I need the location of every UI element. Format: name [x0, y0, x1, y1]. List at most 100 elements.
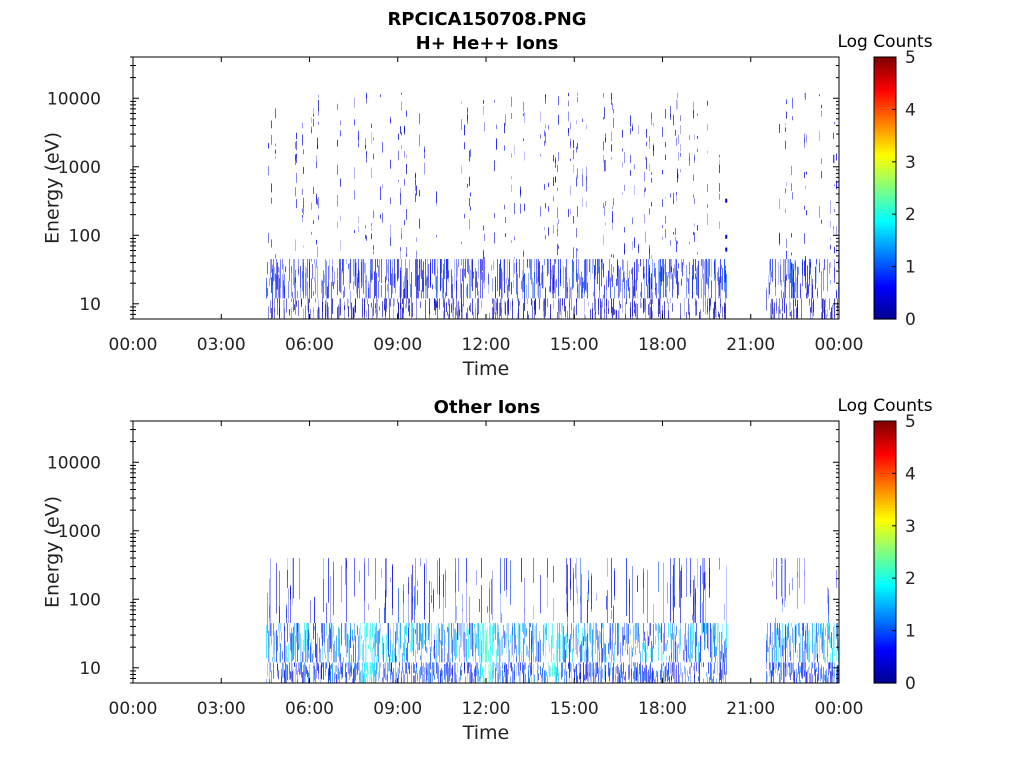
colorbar-swatch — [874, 127, 896, 131]
spectrogram-streak — [626, 298, 627, 305]
spectrogram-streak — [804, 570, 805, 577]
spectrogram-streak — [390, 629, 391, 655]
spectrogram-streak — [817, 632, 818, 663]
spectrogram-streak — [359, 271, 360, 299]
spectrogram-streak — [387, 675, 388, 682]
spectrogram-streak — [797, 274, 798, 285]
spectrogram-streak — [666, 643, 667, 651]
spectrogram-streak — [699, 662, 700, 683]
colorbar-swatch — [874, 303, 896, 307]
spectrogram-streak — [314, 603, 315, 624]
spectrogram-streak — [536, 259, 537, 284]
spectrogram-streak — [676, 626, 677, 636]
spectrogram-streak — [326, 662, 327, 669]
spectrogram-streak — [280, 259, 281, 288]
spectrogram-streak — [398, 673, 399, 683]
spectrogram-streak — [569, 641, 570, 657]
spectrogram-streak — [470, 192, 471, 197]
spectrogram-streak — [626, 623, 627, 644]
spectrogram-streak — [549, 665, 550, 678]
spectrogram-streak — [400, 270, 401, 299]
spectrogram-streak — [834, 208, 835, 213]
spectrogram-streak — [453, 623, 454, 652]
spectrogram-streak — [571, 298, 572, 311]
spectrogram-streak — [825, 627, 826, 637]
spectrogram-streak — [404, 220, 405, 226]
spectrogram-streak — [670, 106, 671, 118]
spectrogram-streak — [534, 625, 535, 640]
spectrogram-streak — [545, 203, 546, 209]
spectrogram-streak — [465, 632, 466, 658]
colorbar-swatch — [874, 473, 896, 477]
spectrogram-streak — [409, 260, 410, 269]
spectrogram-streak — [616, 665, 617, 674]
spectrogram-streak — [455, 629, 456, 661]
spectrogram-streak — [808, 667, 809, 673]
spectrogram-streak — [649, 623, 650, 639]
spectrogram-streak — [788, 259, 789, 280]
spectrogram-streak — [444, 664, 445, 680]
spectrogram-streak — [539, 298, 540, 310]
spectrogram-streak — [560, 298, 561, 312]
spectrogram-streak — [655, 676, 656, 683]
spectrogram-streak — [578, 623, 579, 634]
spectrogram-streak — [633, 671, 634, 680]
spectrogram-streak — [420, 301, 421, 309]
spectrogram-streak — [541, 675, 542, 682]
spectrogram-streak — [321, 279, 322, 287]
spectrogram-streak — [312, 653, 313, 663]
spectrogram-streak — [484, 678, 485, 683]
spectrogram-streak — [311, 117, 312, 124]
spectrogram-streak — [508, 277, 509, 299]
spectrogram-streak — [624, 227, 625, 233]
spectrogram-streak — [810, 307, 811, 319]
x-tick-label: 12:00 — [462, 335, 511, 355]
spectrogram-streak — [815, 626, 816, 647]
spectrogram-streak — [678, 643, 679, 649]
spectrogram-streak — [601, 259, 602, 287]
spectrogram-streak — [785, 559, 786, 602]
spectrogram-streak — [345, 663, 346, 678]
colorbar-swatch — [874, 313, 896, 317]
spectrogram-streak — [652, 667, 653, 683]
spectrogram-streak — [422, 623, 423, 649]
spectrogram-streak — [408, 582, 409, 624]
spectrogram-streak — [456, 632, 457, 659]
colorbar-swatch — [874, 311, 896, 315]
spectrogram-streak — [456, 259, 457, 291]
spectrogram-streak — [665, 215, 666, 224]
spectrogram-streak — [340, 120, 341, 126]
spectrogram-streak — [698, 676, 699, 682]
spectrogram-streak — [366, 151, 367, 163]
spectrogram-streak — [618, 265, 619, 299]
spectrogram-streak — [272, 657, 273, 662]
spectrogram-streak — [684, 298, 685, 317]
spectrogram-streak — [390, 662, 391, 683]
spectrogram-streak — [421, 662, 422, 676]
spectrogram-streak — [475, 277, 476, 288]
spectrogram-streak — [782, 598, 783, 605]
spectrogram-streak — [353, 644, 354, 663]
spectrogram-streak — [638, 671, 639, 683]
spectrogram-streak — [281, 676, 282, 683]
spectrogram-streak — [662, 259, 663, 282]
colorbar-swatch — [874, 271, 896, 276]
spectrogram-streak — [655, 623, 656, 631]
spectrogram-streak — [604, 206, 605, 216]
spectrogram-streak — [644, 673, 645, 681]
spectrogram-streak — [276, 630, 277, 663]
spectrogram-streak — [269, 662, 270, 679]
spectrogram-streak — [350, 298, 351, 309]
spectrogram-streak — [799, 558, 800, 589]
spectrogram-streak — [504, 630, 505, 649]
spectrogram-streak — [352, 306, 353, 319]
spectrogram-streak — [650, 298, 651, 305]
spectrogram-streak — [500, 582, 501, 624]
spectrogram-streak — [573, 139, 574, 149]
spectrogram-streak — [322, 298, 323, 312]
spectrogram-streak — [385, 558, 386, 610]
spectrogram-streak — [283, 264, 284, 294]
spectrogram-streak — [371, 167, 372, 178]
colorbar-swatch — [874, 439, 896, 443]
spectrogram-streak — [472, 259, 473, 291]
